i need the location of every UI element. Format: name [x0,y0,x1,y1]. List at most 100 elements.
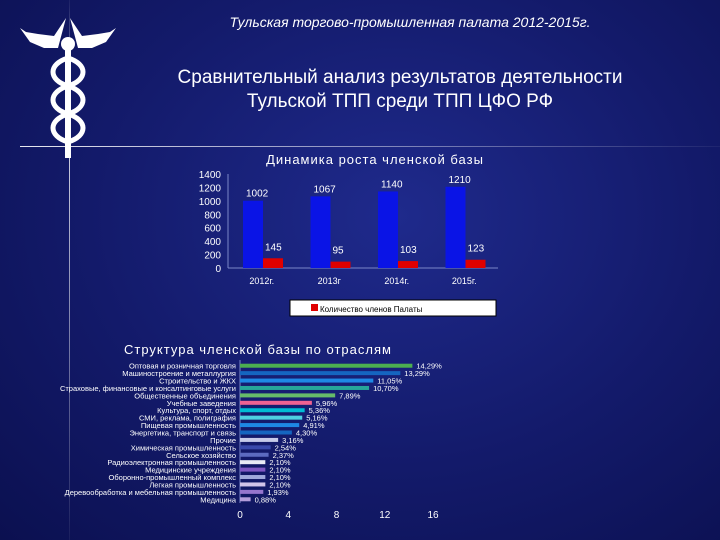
industry-value-label: 2,10% [269,466,291,475]
industry-category-label: Прочие [210,436,236,445]
industry-bar [240,489,264,494]
bar-series-2 [465,259,486,268]
industry-value-label: 2,10% [269,480,291,489]
x-tick-label: 2013г [318,276,342,286]
data-label-series-1: 1210 [449,175,472,186]
industry-category-label: Оборонно-промышленный комплекс [109,473,237,482]
industry-bar [240,460,266,465]
industry-bar [240,385,370,390]
industry-bar [240,452,269,457]
header-title: Тульская торгово-промышленная палата 201… [229,14,591,30]
industry-category-label: Радиоэлектронная промышленность [107,458,236,467]
bar-series-2 [398,261,418,268]
industry-value-label: 3,16% [282,436,304,445]
industry-value-label: 4,30% [296,429,318,438]
industry-value-label: 5,36% [309,406,331,415]
industry-value-label: 13,29% [404,369,430,378]
industry-category-label: СМИ, реклама, полиграфия [139,414,236,423]
x-tick-label: 2015г. [452,276,477,286]
industry-category-label: Машиностроение и металлургия [122,369,236,378]
industry-value-label: 7,89% [339,391,361,400]
industry-bar [240,467,266,472]
industry-category-label: Общественные объединения [134,391,236,400]
x-tick-label: 12 [379,510,391,521]
data-label-series-1: 1140 [381,179,403,190]
decorative-horizontal-line [20,146,720,147]
industry-category-label: Химическая промышленность [131,443,236,452]
industry-bar [240,408,305,413]
industry-value-label: 2,54% [275,443,297,452]
x-tick-label: 2014г. [384,276,409,286]
industry-category-label: Учебные заведения [167,399,236,408]
industry-category-label: Медицинские учреждения [145,466,236,475]
industry-value-label: 5,96% [316,399,338,408]
y-tick-label: 200 [204,251,221,262]
industry-value-label: 1,93% [267,488,289,497]
x-tick-label: 16 [427,510,439,521]
industry-category-label: Строительство и ЖКХ [159,377,236,386]
industry-bar [240,400,312,405]
bar-series-1 [378,191,398,268]
legend-swatch [311,304,318,311]
industry-value-label: 14,29% [416,362,442,371]
bar-series-2 [330,261,351,268]
page-title-line-1: Сравнительный анализ результатов деятель… [177,67,623,88]
caduceus-icon [20,18,116,158]
industry-bar [240,363,413,368]
industry-bar [240,415,303,420]
y-tick-label: 1400 [199,170,222,181]
y-tick-label: 1200 [199,183,222,194]
x-tick-label: 8 [334,510,340,521]
industry-category-label: Энергетика, транспорт и связь [129,429,236,438]
data-label-series-2: 123 [468,244,485,255]
industry-value-label: 0,88% [255,495,277,504]
x-tick-label: 4 [285,510,291,521]
decorative-vertical-line [69,0,70,540]
industry-category-label: Культура, спорт, отдых [157,406,236,415]
y-tick-label: 400 [204,237,221,248]
industry-value-label: 10,70% [373,384,399,393]
membership-chart-title: Динамика роста членской базы [266,152,484,167]
industry-bar [240,378,374,383]
industry-chart-title: Структура членской базы по отраслям [124,342,392,357]
bar-series-1 [310,196,331,268]
industry-bar [240,445,271,450]
industry-bar [240,371,401,376]
legend-label: Количество членов Палаты [320,305,423,314]
y-tick-label: 0 [215,264,221,275]
industry-value-label: 2,10% [269,458,291,467]
industry-category-label: Медицина [200,495,237,504]
industry-value-label: 4,91% [303,421,325,430]
data-label-series-1: 1067 [314,184,337,195]
page-title-line-2: Тульской ТПП среди ТПП ЦФО РФ [246,91,554,112]
industry-value-label: 2,10% [269,473,291,482]
y-tick-label: 800 [204,210,221,221]
industry-value-label: 11,05% [377,377,402,386]
data-label-series-1: 1002 [246,189,269,200]
page-title: Сравнительный анализ результатов деятель… [120,66,680,114]
y-tick-label: 600 [204,224,221,235]
bar-series-2 [263,258,283,268]
industry-value-label: 5,16% [306,414,328,423]
industry-category-label: Страховые, финансовые и консалтинговые у… [60,384,236,393]
industry-category-label: Пищевая промышленность [141,421,236,430]
bar-series-1 [445,186,466,268]
industry-category-label: Деревообработка и мебельная промышленнос… [65,488,236,497]
data-label-series-2: 145 [265,242,282,253]
industry-bar [240,482,266,487]
x-tick-label: 0 [237,510,243,521]
data-label-series-2: 95 [333,246,345,257]
legend-box [289,299,497,317]
industry-value-label: 2,37% [273,451,295,460]
y-tick-label: 1000 [199,197,222,208]
industry-bar [240,437,279,442]
data-label-series-2: 103 [400,245,417,256]
industry-bar [240,497,251,502]
industry-category-label: Сельское хозяйство [166,451,236,460]
industry-bar [240,430,292,435]
industry-bar [240,475,266,480]
x-tick-label: 2012г. [249,276,274,286]
bar-series-1 [243,200,263,268]
industry-bar [240,423,300,428]
